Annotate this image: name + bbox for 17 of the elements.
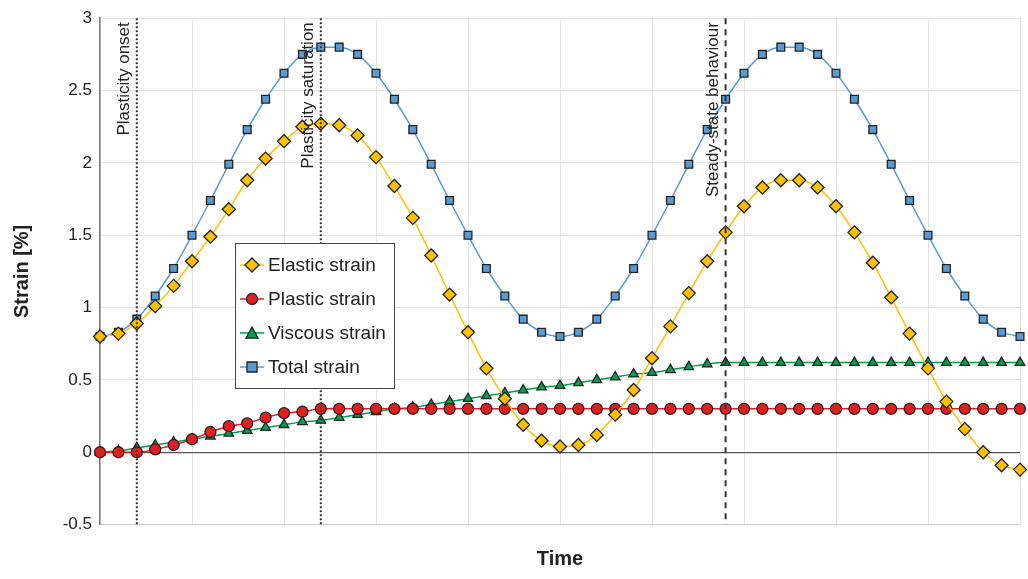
legend-label: Elastic strain xyxy=(268,254,376,277)
y-tick-label: 1 xyxy=(82,297,92,317)
y-tick-label: 2 xyxy=(82,152,92,172)
legend-label: Viscous strain xyxy=(268,322,386,345)
y-tick-label: 3 xyxy=(82,7,92,27)
y-tick-label: 0 xyxy=(82,441,92,461)
legend-label: Plastic strain xyxy=(268,288,376,311)
y-tick-label: 0.5 xyxy=(68,369,92,389)
y-tick-label: 1.5 xyxy=(68,224,92,244)
annotation: Plasticity onset xyxy=(113,21,133,136)
y-tick-label: 2.5 xyxy=(68,80,92,100)
y-axis-title: Strain [%] xyxy=(9,224,32,319)
annotation: Steady-state behaviour xyxy=(702,21,722,198)
y-tick-label: -0.5 xyxy=(62,514,92,534)
legend-label: Total strain xyxy=(268,356,360,379)
x-axis-title: Time xyxy=(536,546,584,569)
annotation: Plasticity saturation xyxy=(297,22,317,169)
